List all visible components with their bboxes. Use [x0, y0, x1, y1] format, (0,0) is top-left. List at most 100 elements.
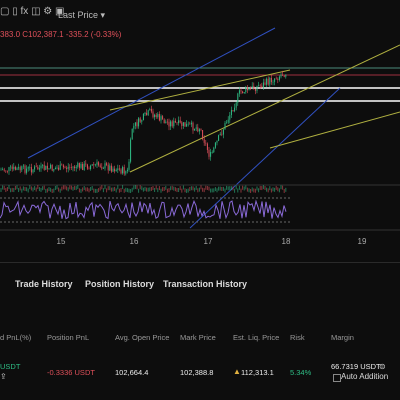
- cell: -0.3336 USDT: [47, 368, 95, 377]
- candle-body: [107, 164, 109, 171]
- volume-bar: [120, 188, 122, 193]
- volume-bar: [171, 185, 173, 190]
- volume-bar: [224, 188, 226, 193]
- candle-body: [85, 163, 87, 165]
- trend-line: [129, 44, 400, 173]
- candle-body: [82, 164, 84, 170]
- volume-bar: [155, 185, 157, 190]
- volume-bar: [72, 186, 74, 191]
- volume-bar: [154, 187, 156, 192]
- trend-line: [269, 111, 400, 149]
- candle-body: [138, 118, 140, 127]
- volume-bar: [202, 187, 204, 192]
- volume-bar: [142, 187, 144, 192]
- trend-line: [109, 69, 291, 111]
- candle-body: [123, 167, 125, 174]
- volume-bar: [277, 187, 279, 192]
- candle-body: [234, 107, 236, 112]
- price-source-dropdown[interactable]: Last Price ▾: [58, 10, 106, 20]
- candle-body: [99, 165, 101, 167]
- candle-body: [208, 149, 210, 157]
- candle-body: [184, 122, 186, 127]
- candle-body: [219, 133, 221, 136]
- volume-bar: [243, 186, 245, 191]
- volume-bar: [102, 188, 104, 193]
- volume-bar: [213, 188, 215, 193]
- volume-bar: [112, 187, 114, 192]
- candle-body: [38, 168, 40, 170]
- volume-bar: [179, 186, 181, 191]
- candle-body: [34, 166, 36, 170]
- volume-bar: [117, 185, 119, 190]
- volume-bar: [266, 187, 268, 192]
- volume-bar: [208, 186, 210, 191]
- candle-body: [282, 74, 284, 76]
- volume-bar: [2, 185, 4, 190]
- volume-bar: [227, 186, 229, 191]
- divider: [0, 262, 400, 263]
- x-axis-label: 19: [358, 237, 367, 246]
- auto-addition-label[interactable]: Auto Addition: [341, 372, 389, 381]
- candle-body: [176, 122, 178, 124]
- candle-body: [210, 152, 212, 157]
- checkbox[interactable]: [333, 374, 341, 382]
- volume-bar: [24, 187, 26, 192]
- candle-body: [75, 166, 77, 169]
- candle-body: [165, 121, 167, 124]
- volume-bar: [157, 188, 159, 193]
- volume-bar: [222, 186, 224, 191]
- candle-body: [211, 152, 213, 153]
- candle-body: [29, 167, 31, 168]
- volume-bar: [134, 185, 136, 190]
- candle-body: [278, 76, 280, 80]
- candle-body: [67, 167, 69, 169]
- candle-body: [216, 140, 218, 143]
- volume-bar: [269, 186, 271, 191]
- candle-body: [90, 165, 92, 169]
- tab[interactable]: Position History: [85, 279, 155, 289]
- candle-body: [94, 164, 96, 166]
- channel-line: [27, 27, 276, 159]
- candle-body: [144, 112, 146, 114]
- candle-body: [117, 168, 119, 170]
- candle-body: [109, 165, 111, 171]
- candle-body: [200, 129, 202, 131]
- chart-bg: [0, 0, 400, 262]
- volume-bar: [21, 188, 23, 193]
- tab[interactable]: Transaction History: [163, 279, 248, 289]
- volume-bar: [131, 187, 133, 192]
- candle-body: [74, 166, 76, 169]
- tab[interactable]: Trade History: [15, 279, 73, 289]
- volume-bar: [5, 188, 7, 193]
- candle-body: [118, 168, 120, 170]
- candle-body: [152, 111, 154, 118]
- volume-bar: [6, 187, 8, 192]
- candle-body: [53, 169, 55, 171]
- volume-bar: [83, 186, 85, 191]
- volume-bar: [194, 187, 196, 192]
- candle-body: [250, 87, 252, 89]
- volume-bar: [98, 188, 100, 193]
- candle-body: [59, 164, 61, 170]
- candle-body: [46, 165, 48, 169]
- volume-bar: [45, 188, 47, 193]
- volume-bar: [58, 187, 60, 192]
- margin-dropdown-icon[interactable]: ⊜: [379, 362, 386, 371]
- candle-body: [18, 167, 20, 169]
- volume-bar: [90, 186, 92, 191]
- volume-bar: [170, 186, 172, 191]
- candle-body: [182, 122, 184, 126]
- volume-bar: [126, 188, 128, 193]
- candle-body: [275, 78, 277, 80]
- candle-body: [248, 87, 250, 91]
- candle-body: [262, 82, 264, 88]
- candle-body: [237, 93, 239, 103]
- candle-body: [21, 166, 23, 171]
- candle-body: [246, 87, 248, 91]
- volume-bar: [166, 188, 168, 193]
- volume-bar: [174, 187, 176, 192]
- candle-body: [35, 166, 37, 168]
- candle-body: [30, 167, 32, 173]
- volume-bar: [99, 186, 101, 191]
- candle-body: [155, 114, 157, 118]
